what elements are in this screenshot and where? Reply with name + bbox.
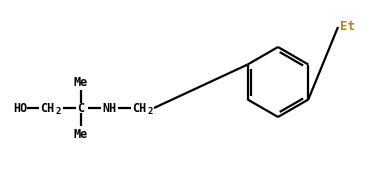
Text: 2: 2 — [147, 107, 152, 116]
Text: Me: Me — [74, 127, 88, 141]
Text: NH: NH — [102, 101, 116, 115]
Text: CH: CH — [132, 101, 146, 115]
Text: 2: 2 — [55, 107, 60, 116]
Text: Me: Me — [74, 76, 88, 88]
Text: HO: HO — [13, 101, 27, 115]
Text: Et: Et — [340, 21, 355, 33]
Text: CH: CH — [40, 101, 54, 115]
Text: C: C — [77, 101, 84, 115]
